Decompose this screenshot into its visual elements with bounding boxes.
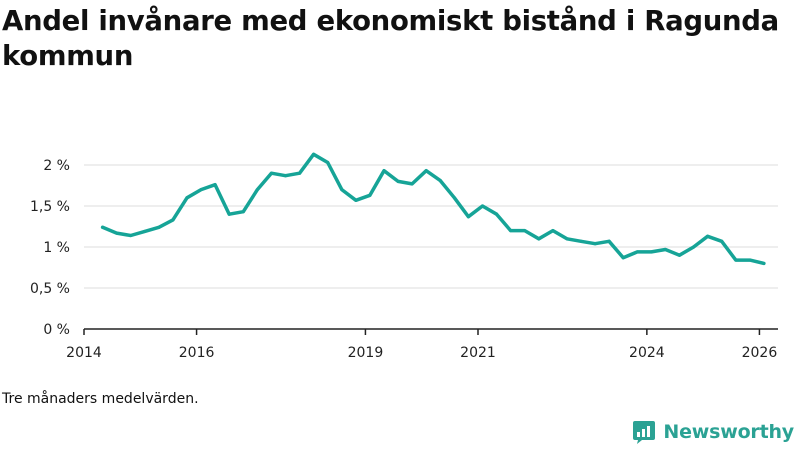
data-point (312, 152, 316, 156)
gridlines (84, 164, 778, 289)
chart-title: Andel invånare med ekonomiskt bistånd i … (2, 5, 779, 72)
data-point (171, 218, 175, 222)
data-point (748, 258, 752, 262)
data-point (593, 242, 597, 246)
data-point (579, 239, 583, 243)
data-point (241, 210, 245, 214)
data-point (481, 204, 484, 208)
data-point (115, 231, 119, 235)
x-axis (83, 328, 778, 335)
data-point (635, 250, 639, 254)
data-point (368, 193, 372, 197)
data-point (269, 171, 273, 175)
data-point (649, 250, 653, 254)
x-tick-label: 2016 (179, 345, 215, 361)
newsworthy-logo-icon (633, 421, 656, 444)
x-tick-label: 2021 (460, 345, 496, 361)
data-point (452, 196, 456, 200)
x-tick-label: 2026 (742, 345, 778, 361)
data-point (396, 179, 400, 183)
data-point (706, 234, 710, 238)
data-point (734, 258, 738, 262)
data-point (621, 256, 625, 260)
data-point (284, 174, 287, 178)
data-point (762, 261, 766, 265)
data-point (340, 188, 344, 192)
data-point (523, 229, 527, 233)
data-point (438, 179, 442, 183)
data-point (255, 188, 259, 192)
y-tick-label: 2 % (43, 158, 70, 174)
brand-name: Newsworthy (663, 421, 794, 443)
data-point (143, 229, 147, 233)
x-axis-labels: 2014 2016 2019 2021 2024 2026 (66, 345, 777, 361)
x-tick-label: 2024 (629, 345, 665, 361)
data-point (227, 212, 231, 216)
data-point (199, 188, 203, 192)
y-axis-labels: 0 % 0,5 % 1 % 1,5 % 2 % (30, 158, 70, 338)
series-layer (100, 152, 766, 266)
data-point (565, 237, 569, 241)
data-point (607, 239, 611, 243)
data-point (720, 239, 724, 243)
data-point (410, 182, 414, 186)
data-point (185, 196, 189, 200)
data-point (424, 169, 428, 173)
data-point (537, 237, 541, 241)
y-tick-label: 0 % (43, 322, 70, 338)
data-point (663, 248, 667, 251)
data-point (551, 229, 555, 233)
data-point (509, 229, 513, 233)
footnote: Tre månaders medelvärden. (2, 391, 199, 407)
line-chart: 0 % 0,5 % 1 % 1,5 % 2 % 2014 2016 2019 2021 2024… (30, 152, 778, 361)
data-point (213, 183, 217, 187)
data-point (354, 198, 358, 202)
data-point (382, 169, 386, 173)
data-point (101, 225, 105, 229)
x-tick-label: 2019 (348, 345, 384, 361)
series-line (100, 152, 766, 266)
data-point (692, 245, 696, 249)
y-tick-label: 1,5 % (30, 199, 70, 215)
y-tick-label: 0,5 % (30, 281, 70, 297)
data-point (678, 253, 681, 257)
brand-logo[interactable]: Newsworthy (631, 419, 794, 445)
data-point (466, 215, 470, 219)
data-point (298, 171, 302, 175)
x-tick-label: 2014 (66, 345, 102, 361)
data-point (129, 234, 133, 237)
data-point (326, 161, 330, 164)
data-point (157, 225, 161, 229)
data-point (495, 212, 499, 216)
y-tick-label: 1 % (43, 240, 70, 256)
